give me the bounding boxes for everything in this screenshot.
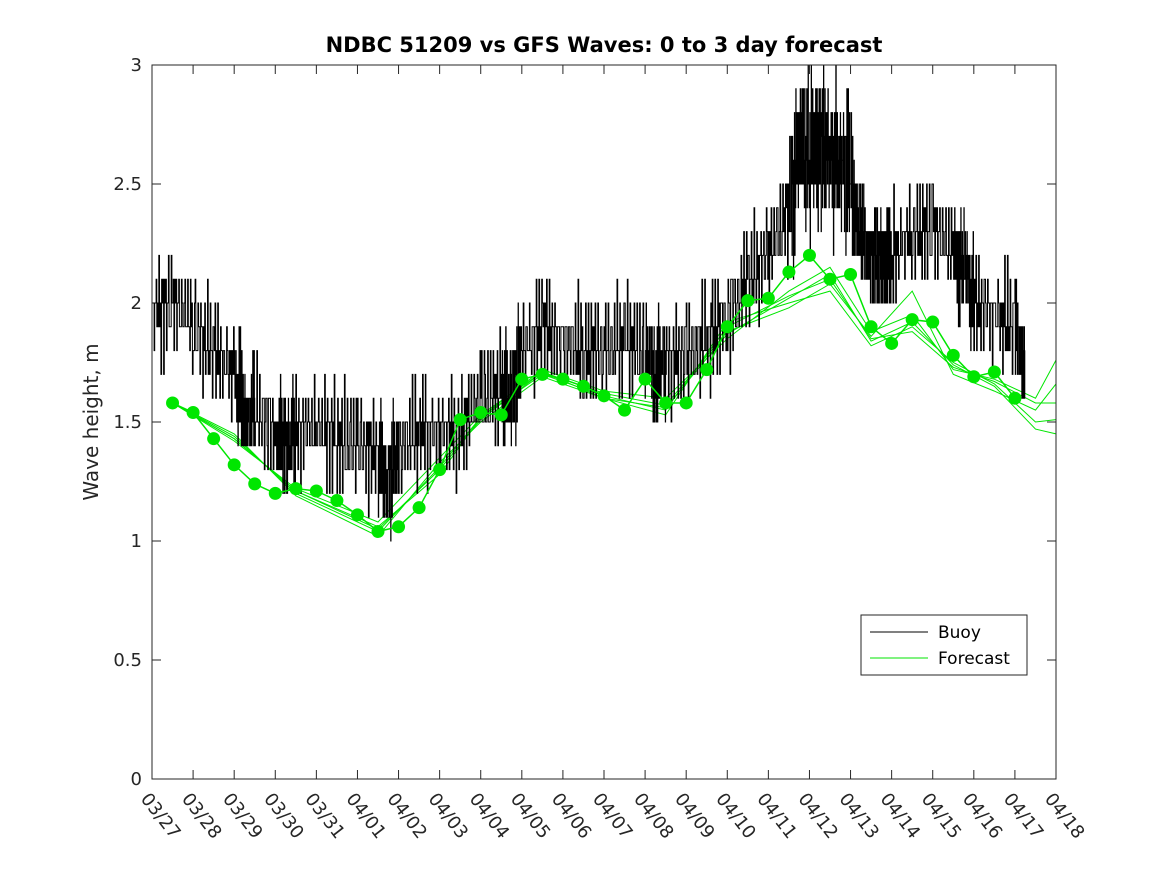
- legend-forecast-label: Forecast: [938, 649, 1010, 669]
- forecast-point: [659, 396, 673, 410]
- forecast-point: [885, 336, 899, 350]
- forecast-point: [823, 272, 837, 286]
- forecast-point: [597, 389, 611, 403]
- forecast-spread-line: [172, 278, 1056, 533]
- forecast-point: [556, 372, 570, 386]
- forecast-point: [1008, 391, 1022, 405]
- legend-box: [860, 614, 1028, 676]
- forecast-markers: [166, 248, 1022, 538]
- forecast-point: [248, 477, 262, 491]
- legend-buoy-label: Buoy: [938, 623, 981, 643]
- forecast-point: [761, 291, 775, 305]
- y-tick-label: 0: [131, 769, 142, 790]
- forecast-point: [802, 248, 816, 262]
- forecast-point: [166, 396, 180, 410]
- forecast-point: [618, 403, 632, 417]
- forecast-point: [535, 367, 549, 381]
- forecast-point: [186, 405, 200, 419]
- forecast-point: [720, 320, 734, 334]
- forecast-point: [207, 432, 221, 446]
- chart-title: NDBC 51209 vs GFS Waves: 0 to 3 day fore…: [326, 33, 883, 57]
- forecast-point: [515, 372, 529, 386]
- legend: Buoy Forecast: [860, 614, 1028, 676]
- y-tick-label: 1.5: [113, 412, 142, 433]
- forecast-point: [227, 458, 241, 472]
- forecast-point: [576, 379, 590, 393]
- y-tick-label: 2: [131, 293, 142, 314]
- forecast-point: [392, 520, 406, 534]
- forecast-point: [700, 363, 714, 377]
- forecast-point: [309, 484, 323, 498]
- forecast-point: [741, 294, 755, 308]
- plot-frame: [151, 64, 1057, 780]
- y-tick-label: 3: [131, 55, 142, 76]
- forecast-point: [782, 265, 796, 279]
- y-tick-label: 1: [131, 531, 142, 552]
- y-tick-label: 2.5: [113, 174, 142, 195]
- forecast-point: [330, 494, 344, 508]
- forecast-point: [494, 408, 508, 422]
- forecast-point: [268, 486, 282, 500]
- y-tick-label: 0.5: [113, 650, 142, 671]
- forecast-point: [864, 320, 878, 334]
- forecast-point: [967, 370, 981, 384]
- forecast-point: [412, 501, 426, 515]
- y-axis-label: Wave height, m: [79, 343, 103, 500]
- forecast-point: [371, 524, 385, 538]
- forecast-point: [433, 463, 447, 477]
- buoy-series-line: [152, 64, 1026, 542]
- forecast-point: [844, 267, 858, 281]
- forecast-point: [987, 365, 1001, 379]
- forecast-point: [350, 508, 364, 522]
- forecast-point: [453, 413, 467, 427]
- forecast-point: [679, 396, 693, 410]
- forecast-point: [474, 405, 488, 419]
- forecast-spread-lines: [172, 266, 1057, 537]
- forecast-point: [926, 315, 940, 329]
- forecast-spread-line: [172, 273, 1057, 530]
- forecast-point: [289, 482, 303, 496]
- forecast-point: [638, 372, 652, 386]
- forecast-point: [946, 348, 960, 362]
- forecast-point: [905, 313, 919, 327]
